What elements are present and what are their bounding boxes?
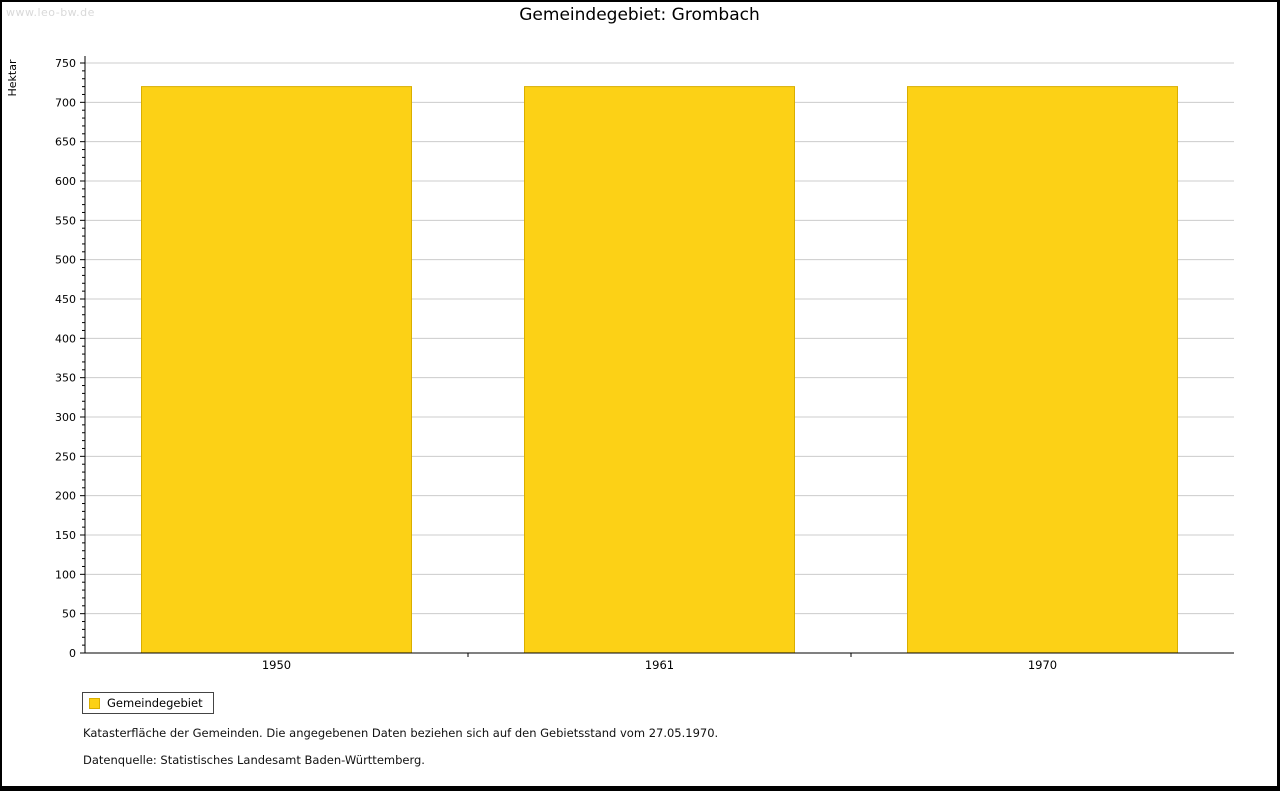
y-tick-label: 250 xyxy=(55,450,76,463)
y-tick-label: 600 xyxy=(55,175,76,188)
y-tick-label: 700 xyxy=(55,96,76,109)
y-tick-label: 300 xyxy=(55,411,76,424)
x-tick-label: 1950 xyxy=(262,658,291,672)
y-tick-label: 650 xyxy=(55,136,76,149)
footnote-line2: Datenquelle: Statistisches Landesamt Bad… xyxy=(83,753,425,767)
y-tick-label: 750 xyxy=(55,57,76,70)
y-tick-label: 350 xyxy=(55,372,76,385)
y-tick-label: 50 xyxy=(62,608,76,621)
page-title: Gemeindegebiet: Grombach xyxy=(519,5,760,25)
y-tick-label: 0 xyxy=(69,647,76,660)
legend: Gemeindegebiet xyxy=(82,692,214,714)
x-tick-label: 1970 xyxy=(1028,658,1057,672)
legend-swatch xyxy=(89,697,100,709)
y-axis-title: Hektar xyxy=(6,59,19,96)
x-tick-label: 1961 xyxy=(645,658,674,672)
bar-1970 xyxy=(907,86,1178,654)
bar-chart: 0 50 100 150 200 250 300 350 400 450 500 550 600 650 7… xyxy=(6,56,1234,672)
bar-1961 xyxy=(524,86,795,654)
footnote-line1: Katasterfläche der Gemeinden. Die angege… xyxy=(83,726,719,740)
y-tick-label: 400 xyxy=(55,332,76,345)
watermark: www.leo-bw.de xyxy=(6,6,95,19)
y-tick-label: 500 xyxy=(55,254,76,267)
y-tick-label: 450 xyxy=(55,293,76,306)
y-tick-label: 100 xyxy=(55,568,76,581)
y-tick-label: 150 xyxy=(55,529,76,542)
bar-1950 xyxy=(141,86,412,654)
y-tick-label: 550 xyxy=(55,214,76,227)
y-tick-label: 200 xyxy=(55,490,76,503)
legend-label: Gemeindegebiet xyxy=(107,696,203,710)
